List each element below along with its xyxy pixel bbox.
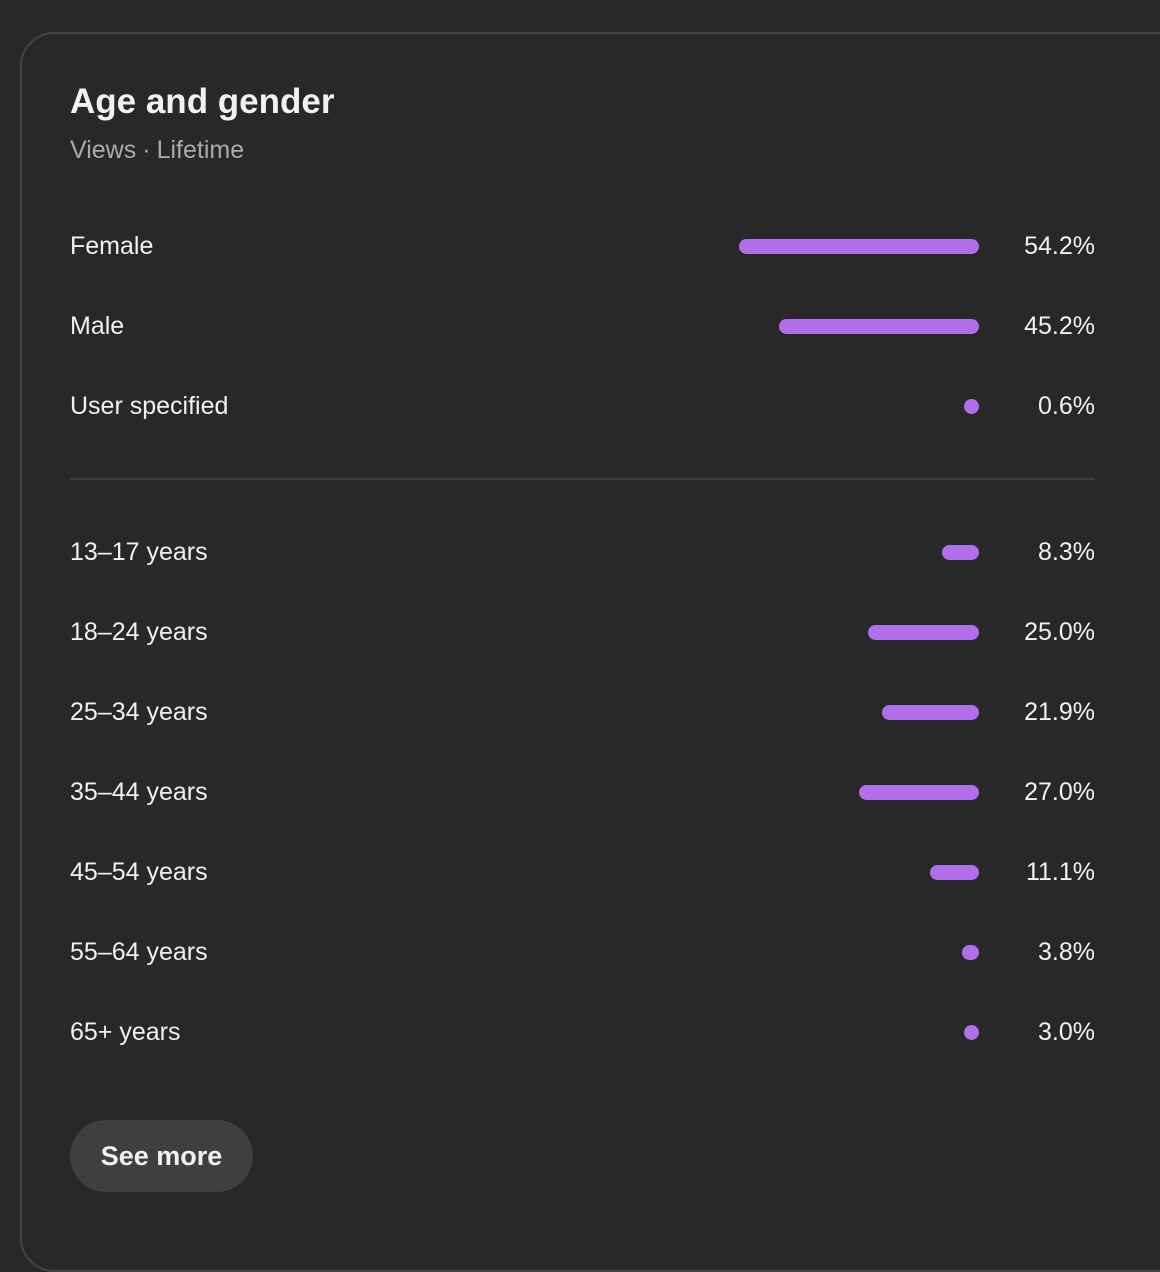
metric-label: Views [70,136,137,164]
card-subtitle: Views · Lifetime [70,134,244,166]
age-label: 65+ years [70,1018,181,1046]
age-row: 45–54 years 11.1% [70,852,1095,892]
age-value: 25.0% [1024,618,1095,646]
age-value: 8.3% [1038,538,1095,566]
gender-bar [778,319,979,334]
age-row: 65+ years 3.0% [70,1012,1095,1052]
age-bar [962,945,979,960]
age-row: 18–24 years 25.0% [70,612,1095,652]
age-bar [942,545,979,560]
age-label: 35–44 years [70,778,208,806]
gender-label: Female [70,232,154,260]
age-value: 21.9% [1024,698,1095,726]
age-row: 13–17 years 8.3% [70,532,1095,572]
age-bar [929,865,979,880]
age-row: 35–44 years 27.0% [70,772,1095,812]
separator-dot: · [142,136,151,164]
age-bar [881,705,979,720]
age-label: 55–64 years [70,938,208,966]
age-value: 3.0% [1038,1018,1095,1046]
age-value: 11.1% [1025,858,1095,886]
gender-label: Male [70,312,125,340]
see-more-button[interactable]: See more [70,1120,253,1192]
age-row: 25–34 years 21.9% [70,692,1095,732]
age-label: 18–24 years [70,618,208,646]
age-label: 13–17 years [70,538,208,566]
age-label: 45–54 years [70,858,208,886]
age-gender-card [20,32,1160,1272]
gender-row-male: Male 45.2% [70,306,1095,346]
gender-value: 54.2% [1024,232,1095,260]
period-label: Lifetime [156,136,245,164]
age-label: 25–34 years [70,698,208,726]
age-value: 27.0% [1024,778,1095,806]
age-row: 55–64 years 3.8% [70,932,1095,972]
gender-bar [738,239,979,254]
gender-label: User specified [70,392,229,420]
gender-value: 45.2% [1024,312,1095,340]
age-bar [868,625,979,640]
section-divider [70,478,1095,480]
age-bar [859,785,979,800]
gender-value: 0.6% [1038,392,1095,420]
card-title: Age and gender [70,82,335,121]
gender-row-female: Female 54.2% [70,226,1095,266]
gender-row-user-specified: User specified 0.6% [70,386,1095,426]
age-value: 3.8% [1038,938,1095,966]
age-bar [964,1025,979,1040]
gender-bar [964,399,979,414]
